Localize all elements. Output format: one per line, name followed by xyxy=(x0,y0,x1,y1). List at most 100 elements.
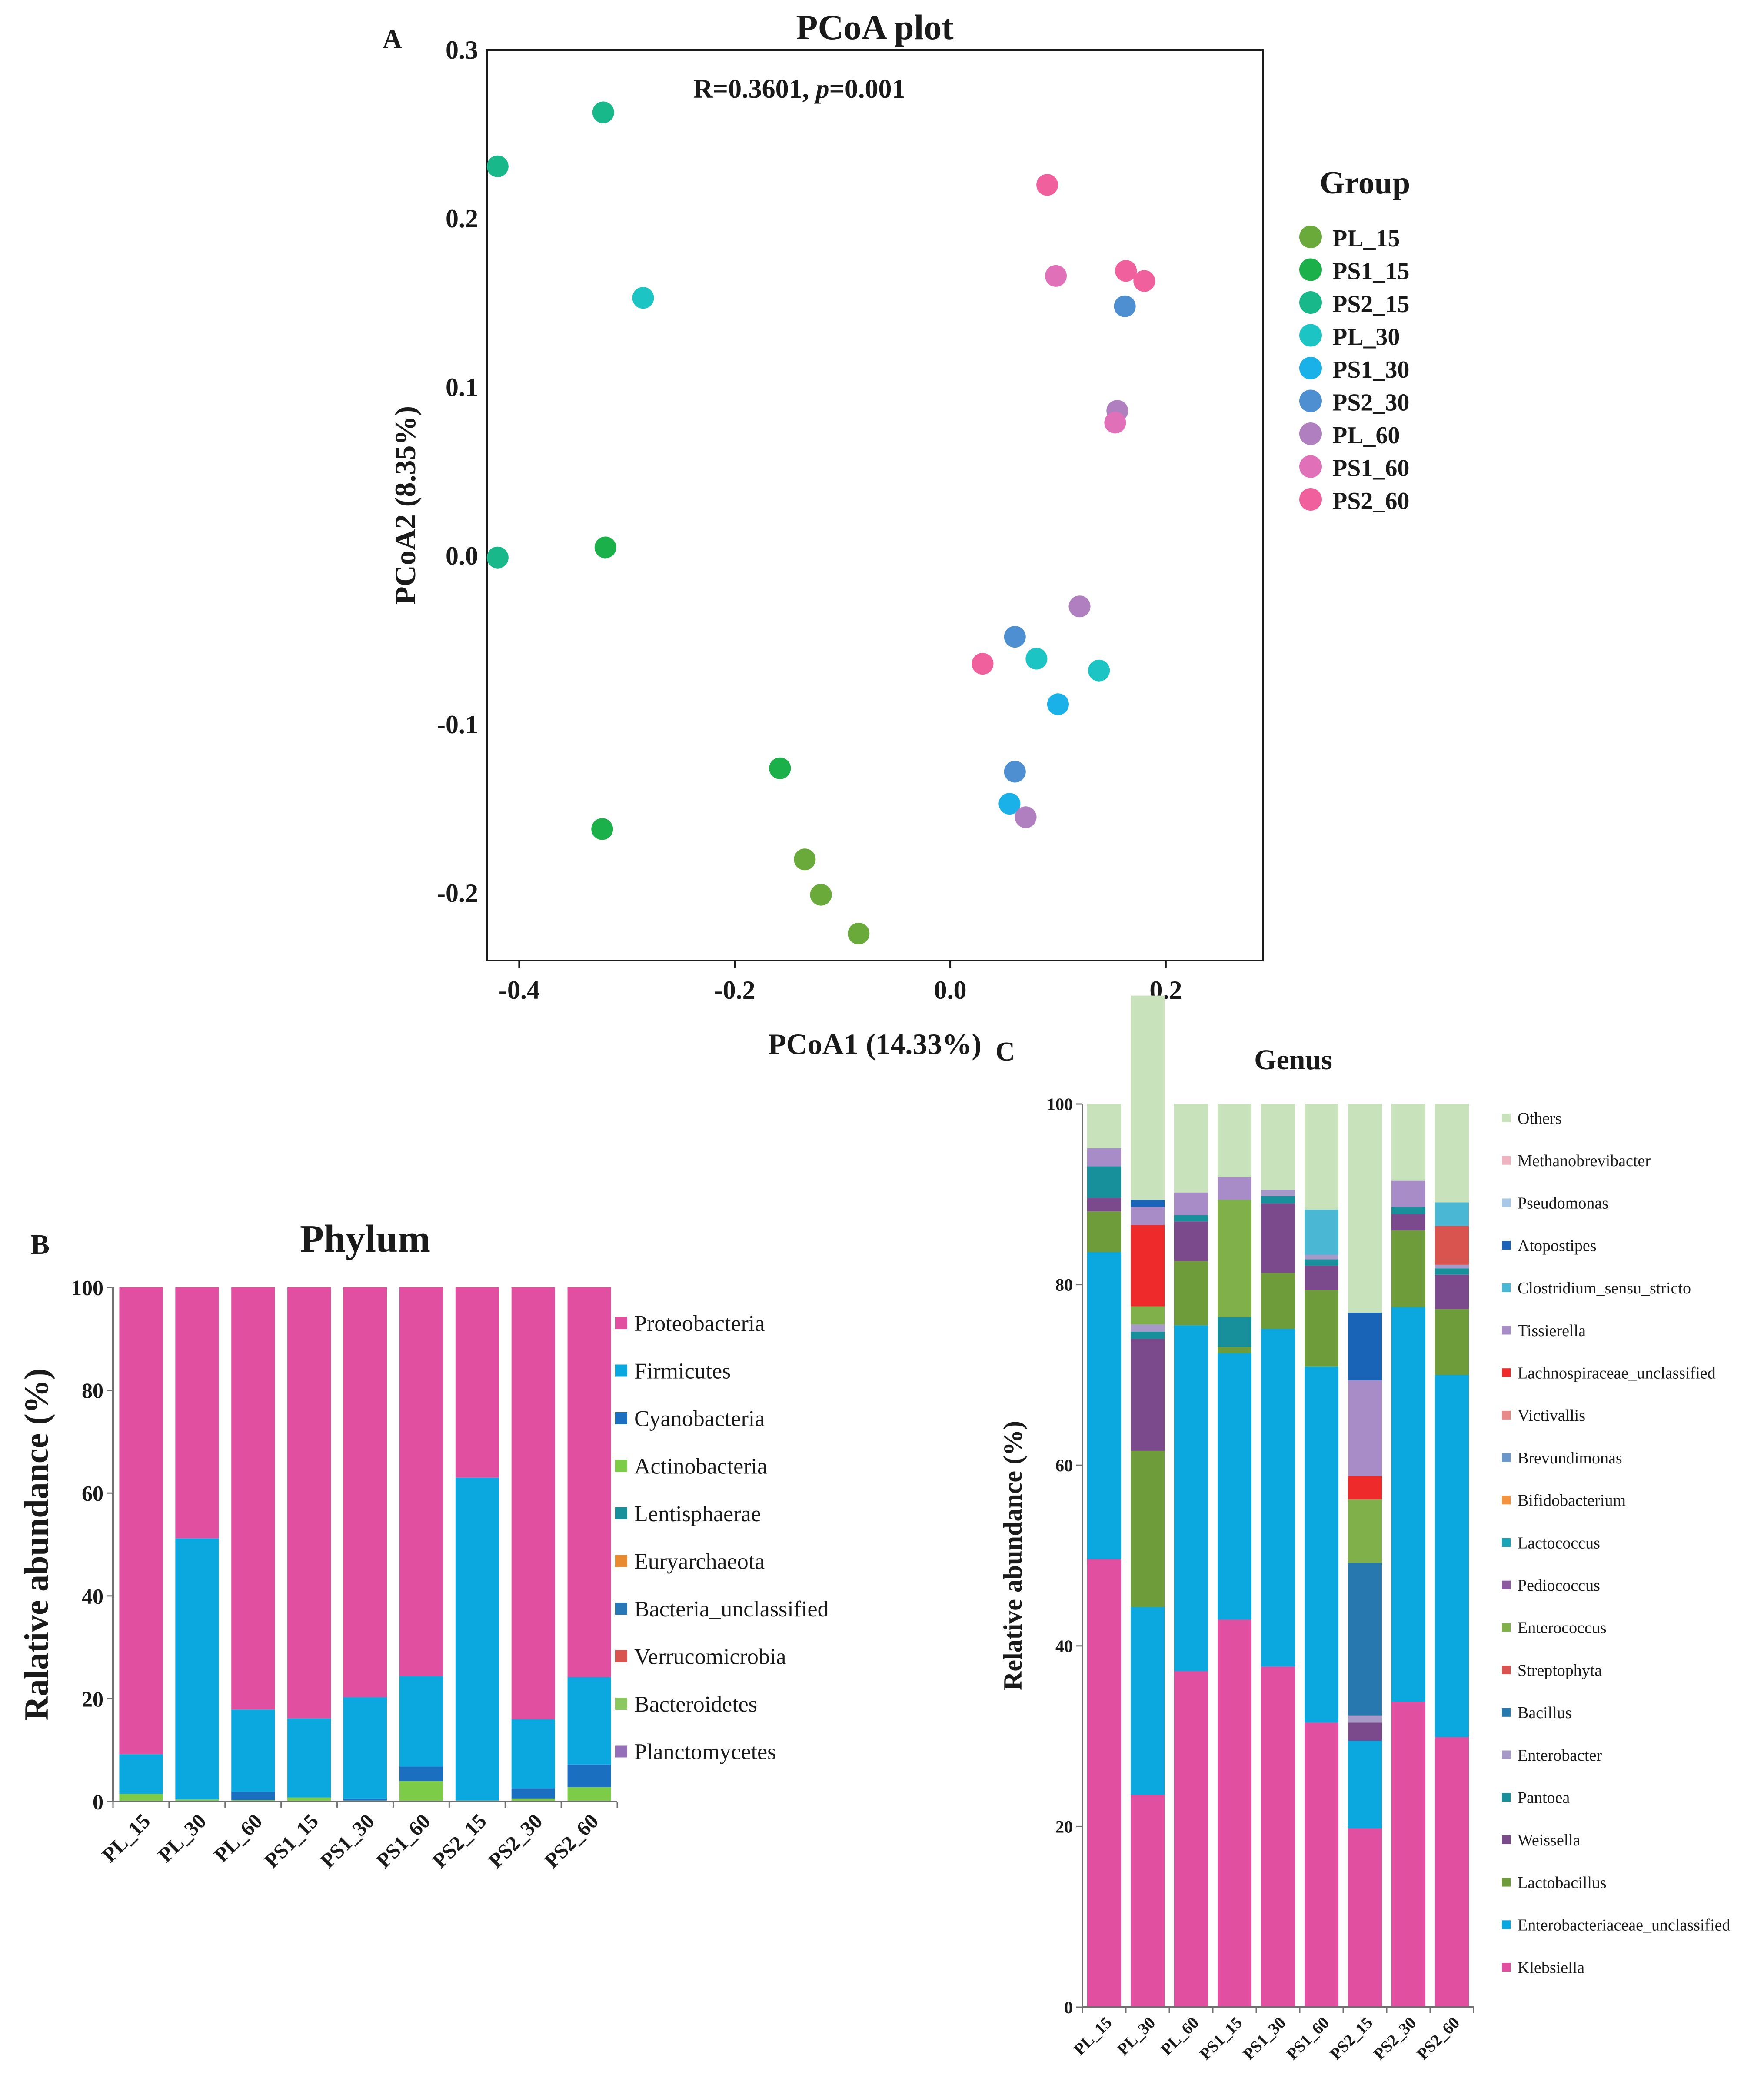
legend-swatch-enterobacteriaceae-unclassified xyxy=(1502,1920,1511,1929)
legend-label-bacteria-unclassified: Bacteria_unclassified xyxy=(634,1597,829,1622)
bar-segment-klebsiella xyxy=(1174,1671,1208,2007)
bar-segment-pantoea xyxy=(1391,1207,1425,1214)
category-label: PS2_60 xyxy=(1414,2014,1464,2064)
legend-swatch-weissella xyxy=(1502,1835,1511,1844)
legend-label-euryarchaeota: Euryarchaeota xyxy=(634,1549,765,1574)
point-pl-15 xyxy=(810,884,832,906)
legend-swatch-euryarchaeota xyxy=(615,1555,627,1567)
bar-segment-enterobacteriaceae-unclassified xyxy=(1435,1375,1469,1737)
bar-segment-klebsiella xyxy=(1087,1559,1121,2007)
y-axis-label: Ralative abundance (%) xyxy=(17,1368,55,1720)
legend-swatch-atopostipes xyxy=(1502,1241,1511,1250)
legend-label-ps1-60: PS1_60 xyxy=(1332,455,1409,482)
legend-swatch-methanobrevibacter xyxy=(1502,1156,1511,1165)
bar-segment-enterobacter xyxy=(1305,1255,1338,1260)
legend-label-enterococcus: Enterococcus xyxy=(1518,1619,1607,1637)
category-label: PL_30 xyxy=(1114,2014,1159,2059)
category-label: PS1_60 xyxy=(1283,2014,1333,2064)
point-ps1-15 xyxy=(594,536,616,559)
legend-label-others: Others xyxy=(1518,1109,1561,1127)
legend-label-pl-15: PL_15 xyxy=(1332,225,1400,252)
bar-segment-lactobacillus xyxy=(1435,1309,1469,1375)
category-label: PL_30 xyxy=(153,1809,211,1867)
panel-a-pcoa: A PCoA plot R=0.3601, p=0.001 -0.4 -0.2 0.0 0.… xyxy=(383,7,1410,1061)
legend-label-ps2-60: PS2_60 xyxy=(1332,488,1409,515)
bar-segment-pantoea xyxy=(1218,1317,1251,1347)
y-tick-label: 0.2 xyxy=(446,204,478,233)
bar-segment-enterobacteriaceae-unclassified xyxy=(1348,1740,1382,1829)
chart-title: Genus xyxy=(1254,1044,1332,1076)
category-label: PS1_15 xyxy=(260,1809,323,1872)
bar-segment-klebsiella xyxy=(1391,1702,1425,2007)
bar-segment-weissella xyxy=(1131,1339,1165,1451)
legend-swatch-bacteroidetes xyxy=(615,1698,627,1710)
point-ps2-30 xyxy=(1004,761,1026,783)
bar-segment-klebsiella xyxy=(1131,1795,1165,2007)
category-label: PS2_15 xyxy=(1327,2014,1377,2064)
bar-segment-weissella xyxy=(1391,1214,1425,1230)
legend-swatch-lactococcus xyxy=(1502,1538,1511,1547)
bar-segment-firmicutes xyxy=(511,1719,555,1789)
bar-segment-enterobacteriaceae-unclassified xyxy=(1218,1353,1251,1620)
bar-segment-cyanobacteria xyxy=(343,1798,387,1801)
legend-swatch-bifidobacterium xyxy=(1502,1496,1511,1505)
bar-segment-others xyxy=(1391,1104,1425,1181)
panel-c-genus: C GenusPL_15PL_30PL_60PS1_15PS1_30PS1_60P… xyxy=(995,995,1731,2064)
bar-segment-proteobacteria xyxy=(287,1287,331,1719)
bar-segment-actinobacteria xyxy=(287,1797,331,1802)
bar-segment-lactobacillus xyxy=(1305,1290,1338,1367)
legend-label-bifidobacterium: Bifidobacterium xyxy=(1518,1492,1626,1510)
bar-segment-enterobacter xyxy=(1131,1324,1165,1332)
category-label: PL_15 xyxy=(1070,2014,1115,2059)
legend-label-ps2-15: PS2_15 xyxy=(1332,291,1409,318)
bar-segment-enterobacteriaceae-unclassified xyxy=(1087,1252,1121,1559)
bar-segment-weissella xyxy=(1305,1265,1338,1290)
legend-swatch-victivallis xyxy=(1502,1410,1511,1420)
bar-segment-firmicutes xyxy=(567,1677,611,1765)
legend-label-pl-60: PL_60 xyxy=(1332,422,1400,449)
bar-segment-klebsiella xyxy=(1218,1619,1251,2007)
legend-label-clostridium-sensu-stricto: Clostridium_sensu_stricto xyxy=(1518,1279,1691,1297)
bar-segment-enterobacter xyxy=(1348,1715,1382,1723)
legend-label-tissierella: Tissierella xyxy=(1518,1322,1586,1340)
legend-label-actinobacteria: Actinobacteria xyxy=(634,1454,767,1479)
point-ps2-15 xyxy=(486,155,509,177)
point-ps2-30 xyxy=(1114,295,1136,317)
bar-segment-enterococcus xyxy=(1348,1499,1382,1563)
y-axis-label: Relative abundance (%) xyxy=(998,1421,1027,1690)
bar-segment-klebsiella xyxy=(1261,1666,1295,2007)
bar-segment-enterobacteriaceae-unclassified xyxy=(1174,1325,1208,1671)
bar-segment-streptophyta xyxy=(1435,1226,1469,1265)
bar-segment-cyanobacteria xyxy=(567,1764,611,1787)
legend-swatch-ps2-30 xyxy=(1299,389,1322,412)
bar-segment-bacillus xyxy=(1348,1563,1382,1716)
bar-segment-tissierella xyxy=(1131,1207,1165,1225)
legend-label-atopostipes: Atopostipes xyxy=(1518,1237,1597,1255)
y-tick-label: 60 xyxy=(1055,1456,1073,1475)
legend-label-enterobacteriaceae-unclassified: Enterobacteriaceae_unclassified xyxy=(1518,1916,1731,1935)
category-label: PS2_30 xyxy=(484,1809,547,1872)
point-ps1-60 xyxy=(1104,412,1126,434)
point-ps1-15 xyxy=(769,757,791,779)
y-tick-label: 100 xyxy=(71,1276,103,1300)
point-pl-30 xyxy=(632,287,654,309)
point-ps1-30 xyxy=(1047,693,1069,715)
bar-segment-others xyxy=(1174,1104,1208,1193)
category-label: PL_15 xyxy=(97,1809,155,1867)
y-tick-label: 20 xyxy=(82,1687,103,1711)
point-ps2-30 xyxy=(1004,626,1026,648)
bar-segment-klebsiella xyxy=(1305,1722,1338,2007)
y-tick-label: 60 xyxy=(82,1481,103,1506)
bar-segment-cyanobacteria xyxy=(399,1766,443,1781)
bar-segment-klebsiella xyxy=(1435,1737,1469,2007)
y-tick-label: 40 xyxy=(82,1584,103,1608)
bar-segment-firmicutes xyxy=(399,1676,443,1767)
point-ps2-15 xyxy=(486,546,509,569)
bar-segment-pantoea xyxy=(1305,1259,1338,1266)
legend-label-brevundimonas: Brevundimonas xyxy=(1518,1449,1622,1467)
legend-label-methanobrevibacter: Methanobrevibacter xyxy=(1518,1152,1651,1170)
bar-segment-clostridium-sensu-stricto xyxy=(1435,1202,1469,1226)
point-pl-30 xyxy=(1025,648,1048,670)
legend-swatch-cyanobacteria xyxy=(615,1412,627,1424)
legend-swatch-enterococcus xyxy=(1502,1623,1511,1632)
